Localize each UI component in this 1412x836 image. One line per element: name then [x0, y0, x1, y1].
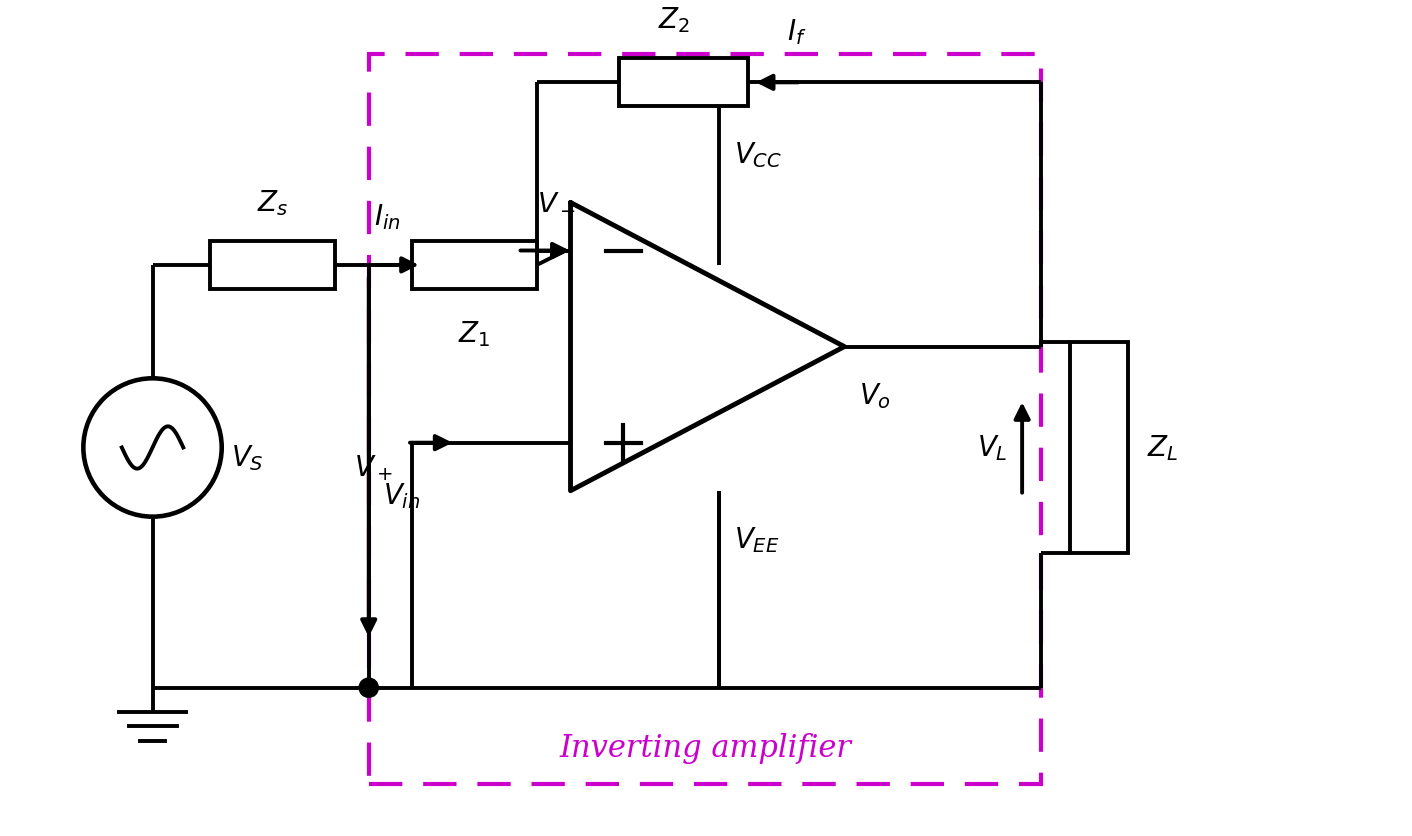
Text: $V_S$: $V_S$	[232, 442, 264, 472]
Text: $I_{in}$: $I_{in}$	[374, 202, 400, 232]
Bar	[618, 59, 748, 107]
Text: $V_L$: $V_L$	[977, 433, 1008, 463]
Text: $Z_L$: $Z_L$	[1147, 433, 1179, 463]
Text: $V_{EE}$: $V_{EE}$	[734, 525, 779, 554]
Text: Inverting amplifier: Inverting amplifier	[559, 732, 851, 763]
Bar	[1070, 343, 1128, 553]
Text: $Z_1$: $Z_1$	[459, 319, 490, 348]
Text: $V_+$: $V_+$	[353, 453, 393, 482]
Bar	[412, 242, 537, 289]
Text: $V_o$: $V_o$	[858, 380, 891, 410]
Text: $V_{CC}$: $V_{CC}$	[734, 140, 782, 170]
Circle shape	[359, 678, 378, 697]
Text: $I_f$: $I_f$	[786, 17, 806, 47]
Text: $V_{in}$: $V_{in}$	[383, 481, 421, 511]
Text: $Z_2$: $Z_2$	[658, 6, 690, 35]
Text: $V_-$: $V_-$	[537, 188, 576, 215]
Text: $Z_s$: $Z_s$	[257, 188, 288, 217]
Bar	[210, 242, 335, 289]
